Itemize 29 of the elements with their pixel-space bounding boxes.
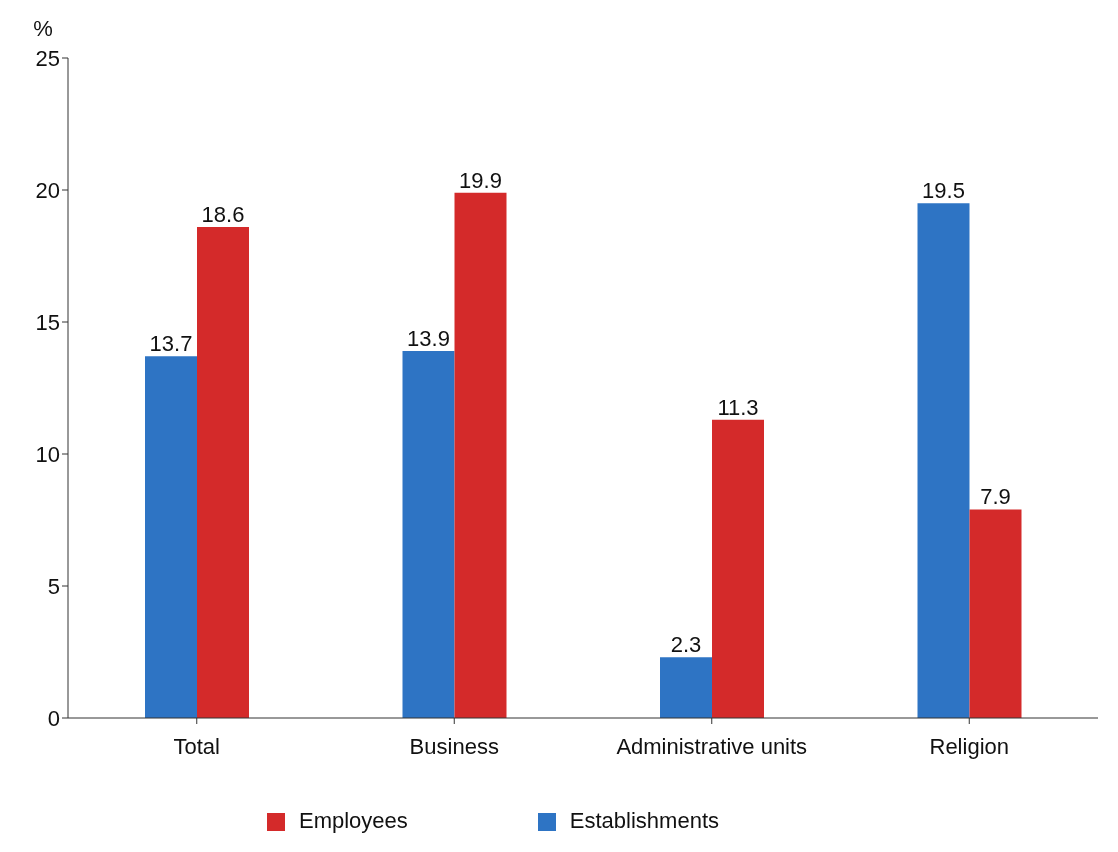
data-label: 7.9 bbox=[980, 484, 1011, 510]
bar bbox=[454, 192, 507, 718]
y-tick-label: 15 bbox=[35, 309, 60, 335]
data-label: 11.3 bbox=[717, 394, 759, 420]
data-label: 13.9 bbox=[407, 326, 450, 352]
y-tick-label: 0 bbox=[47, 705, 60, 731]
bar bbox=[917, 203, 970, 718]
legend-label: Establishments bbox=[569, 808, 720, 833]
data-label: 18.6 bbox=[201, 201, 245, 227]
y-tick-label: 10 bbox=[35, 441, 60, 467]
bar bbox=[969, 509, 1022, 718]
bar bbox=[660, 657, 712, 718]
bar bbox=[197, 226, 249, 718]
bar bbox=[712, 419, 764, 718]
x-tick-label: Administrative units bbox=[616, 733, 808, 759]
data-label: 19.9 bbox=[459, 167, 502, 193]
bar bbox=[402, 351, 455, 718]
data-label: 19.5 bbox=[922, 178, 965, 204]
y-axis-title: % bbox=[33, 16, 53, 41]
y-tick-label: 20 bbox=[35, 177, 60, 203]
bar bbox=[145, 356, 197, 718]
x-tick-label: Business bbox=[409, 733, 499, 759]
x-tick-label: Religion bbox=[929, 733, 1009, 759]
data-label: 13.7 bbox=[149, 331, 193, 357]
data-label: 2.3 bbox=[670, 632, 702, 658]
x-tick-label: Total bbox=[173, 733, 220, 759]
y-tick-label: 5 bbox=[47, 573, 60, 599]
y-tick-label: 25 bbox=[35, 45, 60, 71]
legend-label: Employees bbox=[298, 808, 408, 833]
